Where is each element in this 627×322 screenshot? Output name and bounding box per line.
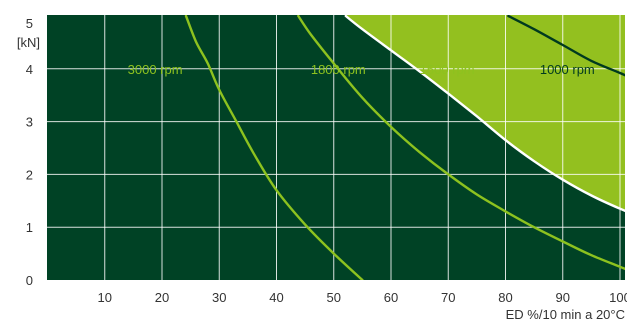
y-tick-label-0: 0 (26, 273, 33, 288)
x-tick-label-50: 50 (327, 290, 341, 305)
x-tick-label-80: 80 (498, 290, 512, 305)
y-tick-labels: 0 1 2 3 4 (26, 62, 33, 288)
series-label-0: 3000 rpm (128, 62, 183, 77)
x-tick-label-40: 40 (269, 290, 283, 305)
x-tick-label-100: 100 (609, 290, 627, 305)
y-tick-label-4: 4 (26, 62, 33, 77)
x-tick-label-60: 60 (384, 290, 398, 305)
x-tick-label-70: 70 (441, 290, 455, 305)
x-tick-label-30: 30 (212, 290, 226, 305)
y-tick-label-2: 2 (26, 167, 33, 182)
x-tick-label-10: 10 (98, 290, 112, 305)
series-line-0 (184, 15, 364, 280)
grid-lines (47, 15, 625, 280)
series-label-2: 1500 rpm (420, 62, 475, 77)
y-axis-label-top: 5 (26, 16, 33, 31)
x-tick-label-90: 90 (556, 290, 570, 305)
y-tick-label-1: 1 (26, 220, 33, 235)
series-label-1: 1800 rpm (311, 62, 366, 77)
x-tick-label-20: 20 (155, 290, 169, 305)
area-fill-above-1500rpm (345, 15, 625, 211)
x-tick-labels: 10 20 30 40 50 60 70 80 90 100 (98, 290, 627, 305)
series-line-1 (297, 15, 625, 271)
y-axis-label-unit: [kN] (17, 35, 40, 50)
x-axis-label: ED %/10 min a 20°C (506, 307, 625, 322)
series-label-3: 1000 rpm (540, 62, 595, 77)
series-line-3 (507, 15, 625, 77)
series-lines (184, 15, 625, 280)
series-line-2 (344, 15, 625, 213)
y-tick-label-3: 3 (26, 115, 33, 130)
series-labels: 3000 rpm 1800 rpm 1500 rpm 1000 rpm (128, 62, 595, 77)
